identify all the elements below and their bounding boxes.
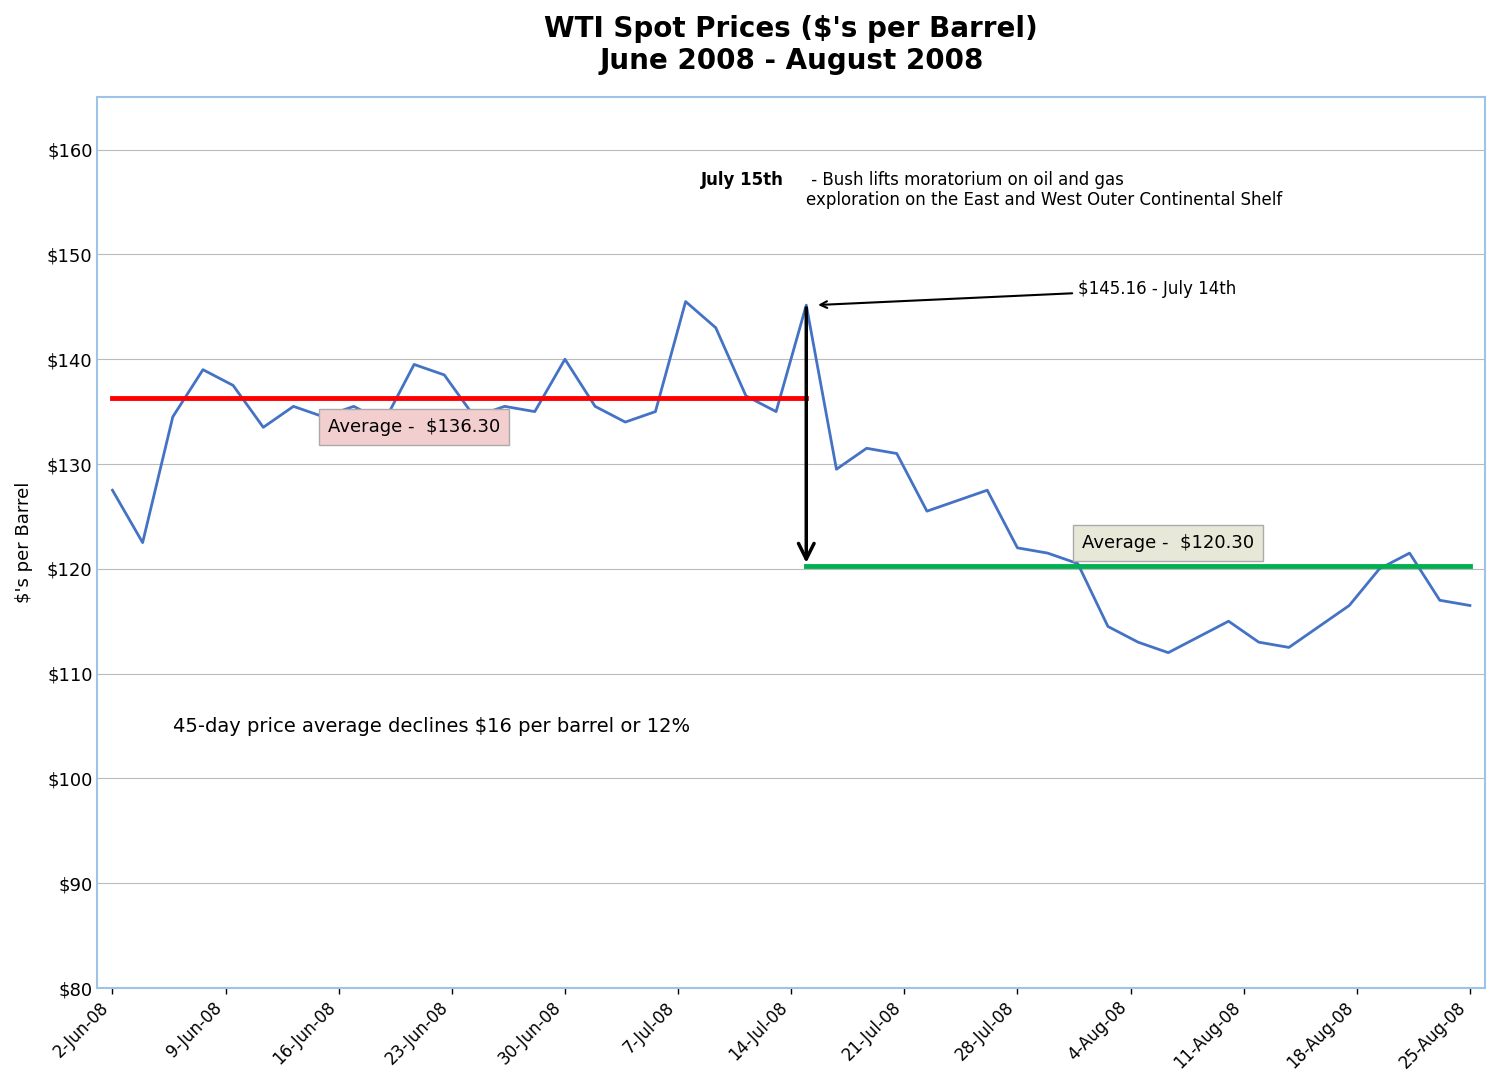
Text: $145.16 - July 14th: $145.16 - July 14th (821, 280, 1236, 308)
Text: Average -  $120.30: Average - $120.30 (1082, 534, 1254, 551)
Text: - Bush lifts moratorium on oil and gas
exploration on the East and West Outer Co: - Bush lifts moratorium on oil and gas e… (807, 171, 1282, 210)
Text: July 15th: July 15th (700, 171, 783, 188)
Y-axis label: $'s per Barrel: $'s per Barrel (15, 482, 33, 603)
Text: Average -  $136.30: Average - $136.30 (328, 418, 500, 436)
Title: WTI Spot Prices ($'s per Barrel)
June 2008 - August 2008: WTI Spot Prices ($'s per Barrel) June 20… (544, 15, 1038, 75)
Text: 45-day price average declines $16 per barrel or 12%: 45-day price average declines $16 per ba… (172, 716, 690, 736)
